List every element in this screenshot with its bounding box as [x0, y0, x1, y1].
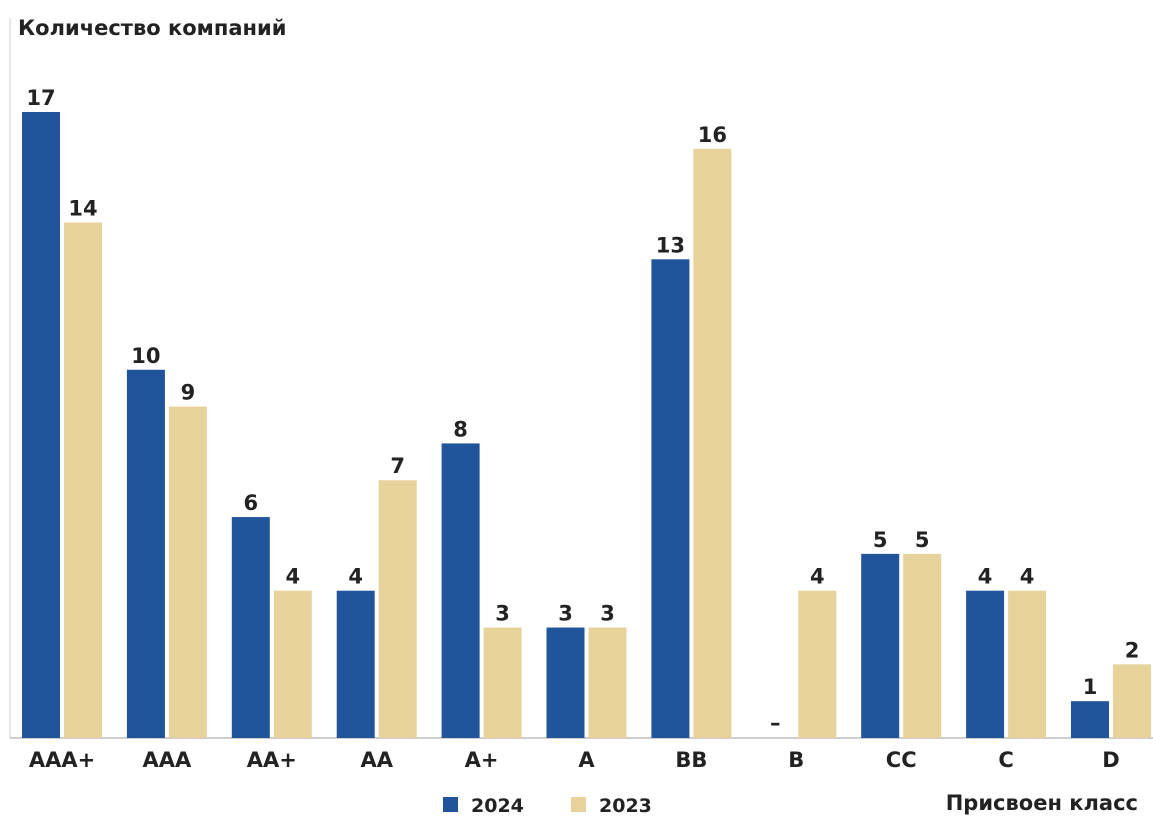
bar-2024-aa — [336, 590, 375, 738]
data-label-2024-b: – — [770, 711, 781, 735]
x-tick-labels: AAA+ AAA AA+ AA A+ A BB B CC C D — [29, 748, 1120, 772]
data-label-2024-aaa: 10 — [131, 344, 160, 368]
data-label-2024-a-plus: 8 — [453, 417, 468, 441]
data-label-2023-bb: 16 — [698, 123, 727, 147]
legend-label-2023: 2023 — [599, 795, 652, 816]
bar-2023-cc — [903, 553, 942, 738]
bar-2024-a — [546, 627, 585, 738]
bar-2024-a-plus — [441, 443, 480, 738]
x-tick-aa-plus: AA+ — [247, 748, 297, 772]
data-label-2023-aaa-plus: 14 — [68, 196, 97, 220]
bar-2024-bb — [651, 259, 690, 738]
data-label-2023-cc: 5 — [915, 528, 930, 552]
y-axis-title: Количество компаний — [18, 16, 286, 40]
legend-label-2024: 2024 — [471, 795, 524, 816]
data-label-2024-bb: 13 — [656, 233, 685, 257]
data-label-2023-a-plus: 3 — [495, 602, 510, 626]
data-label-2023-b: 4 — [810, 565, 825, 589]
data-label-2023-aa: 7 — [390, 454, 405, 478]
bar-2023-aa-plus — [273, 590, 312, 738]
bar-2023-b — [798, 590, 837, 738]
x-tick-b: B — [788, 748, 804, 772]
data-label-2024-cc: 5 — [873, 528, 888, 552]
x-tick-aaa: AAA — [143, 748, 193, 772]
data-label-2024-aa-plus: 6 — [243, 491, 258, 515]
x-tick-aa: AA — [360, 748, 393, 772]
data-label-2023-c: 4 — [1020, 565, 1035, 589]
legend: 2024 2023 — [443, 795, 652, 816]
bar-2024-aaa-plus — [22, 112, 60, 738]
data-label-2024-aaa-plus: 17 — [26, 86, 55, 110]
x-tick-a: A — [578, 748, 595, 772]
data-label-2024-d: 1 — [1083, 675, 1098, 699]
x-axis-title: Присвоен класс — [946, 791, 1138, 815]
data-label-2024-c: 4 — [978, 565, 993, 589]
bar-2024-aaa — [126, 369, 165, 738]
x-tick-bb: BB — [675, 748, 707, 772]
data-labels-group: 17 14 10 9 6 4 4 7 8 3 3 3 13 16 – 4 5 5 4 4 1 2 — [26, 86, 1139, 735]
data-label-2024-aa: 4 — [348, 565, 363, 589]
data-label-2023-d: 2 — [1125, 638, 1140, 662]
legend-swatch-2023 — [571, 797, 586, 812]
bar-2023-d — [1113, 664, 1151, 738]
bar-2024-c — [966, 590, 1005, 738]
bars-group — [22, 112, 1151, 738]
bar-2023-aa — [378, 480, 417, 738]
x-tick-c: C — [998, 748, 1013, 772]
x-tick-a-plus: A+ — [465, 748, 499, 772]
x-tick-cc: CC — [886, 748, 917, 772]
data-label-2023-aa-plus: 4 — [285, 565, 300, 589]
legend-swatch-2024 — [443, 797, 458, 812]
data-label-2024-a: 3 — [558, 602, 573, 626]
bar-2023-aaa-plus — [64, 222, 102, 738]
data-label-2023-a: 3 — [600, 602, 615, 626]
bar-2023-c — [1008, 590, 1047, 738]
bar-2023-aaa — [168, 406, 207, 738]
bar-2024-aa-plus — [231, 517, 270, 738]
bar-2023-bb — [693, 148, 732, 738]
x-tick-d: D — [1102, 748, 1119, 772]
bar-2023-a-plus — [483, 627, 522, 738]
bar-2024-d — [1071, 701, 1109, 738]
x-tick-aaa-plus: AAA+ — [29, 748, 95, 772]
bar-2024-cc — [861, 553, 900, 738]
bar-2023-a — [588, 627, 627, 738]
data-label-2023-aaa: 9 — [181, 381, 196, 405]
